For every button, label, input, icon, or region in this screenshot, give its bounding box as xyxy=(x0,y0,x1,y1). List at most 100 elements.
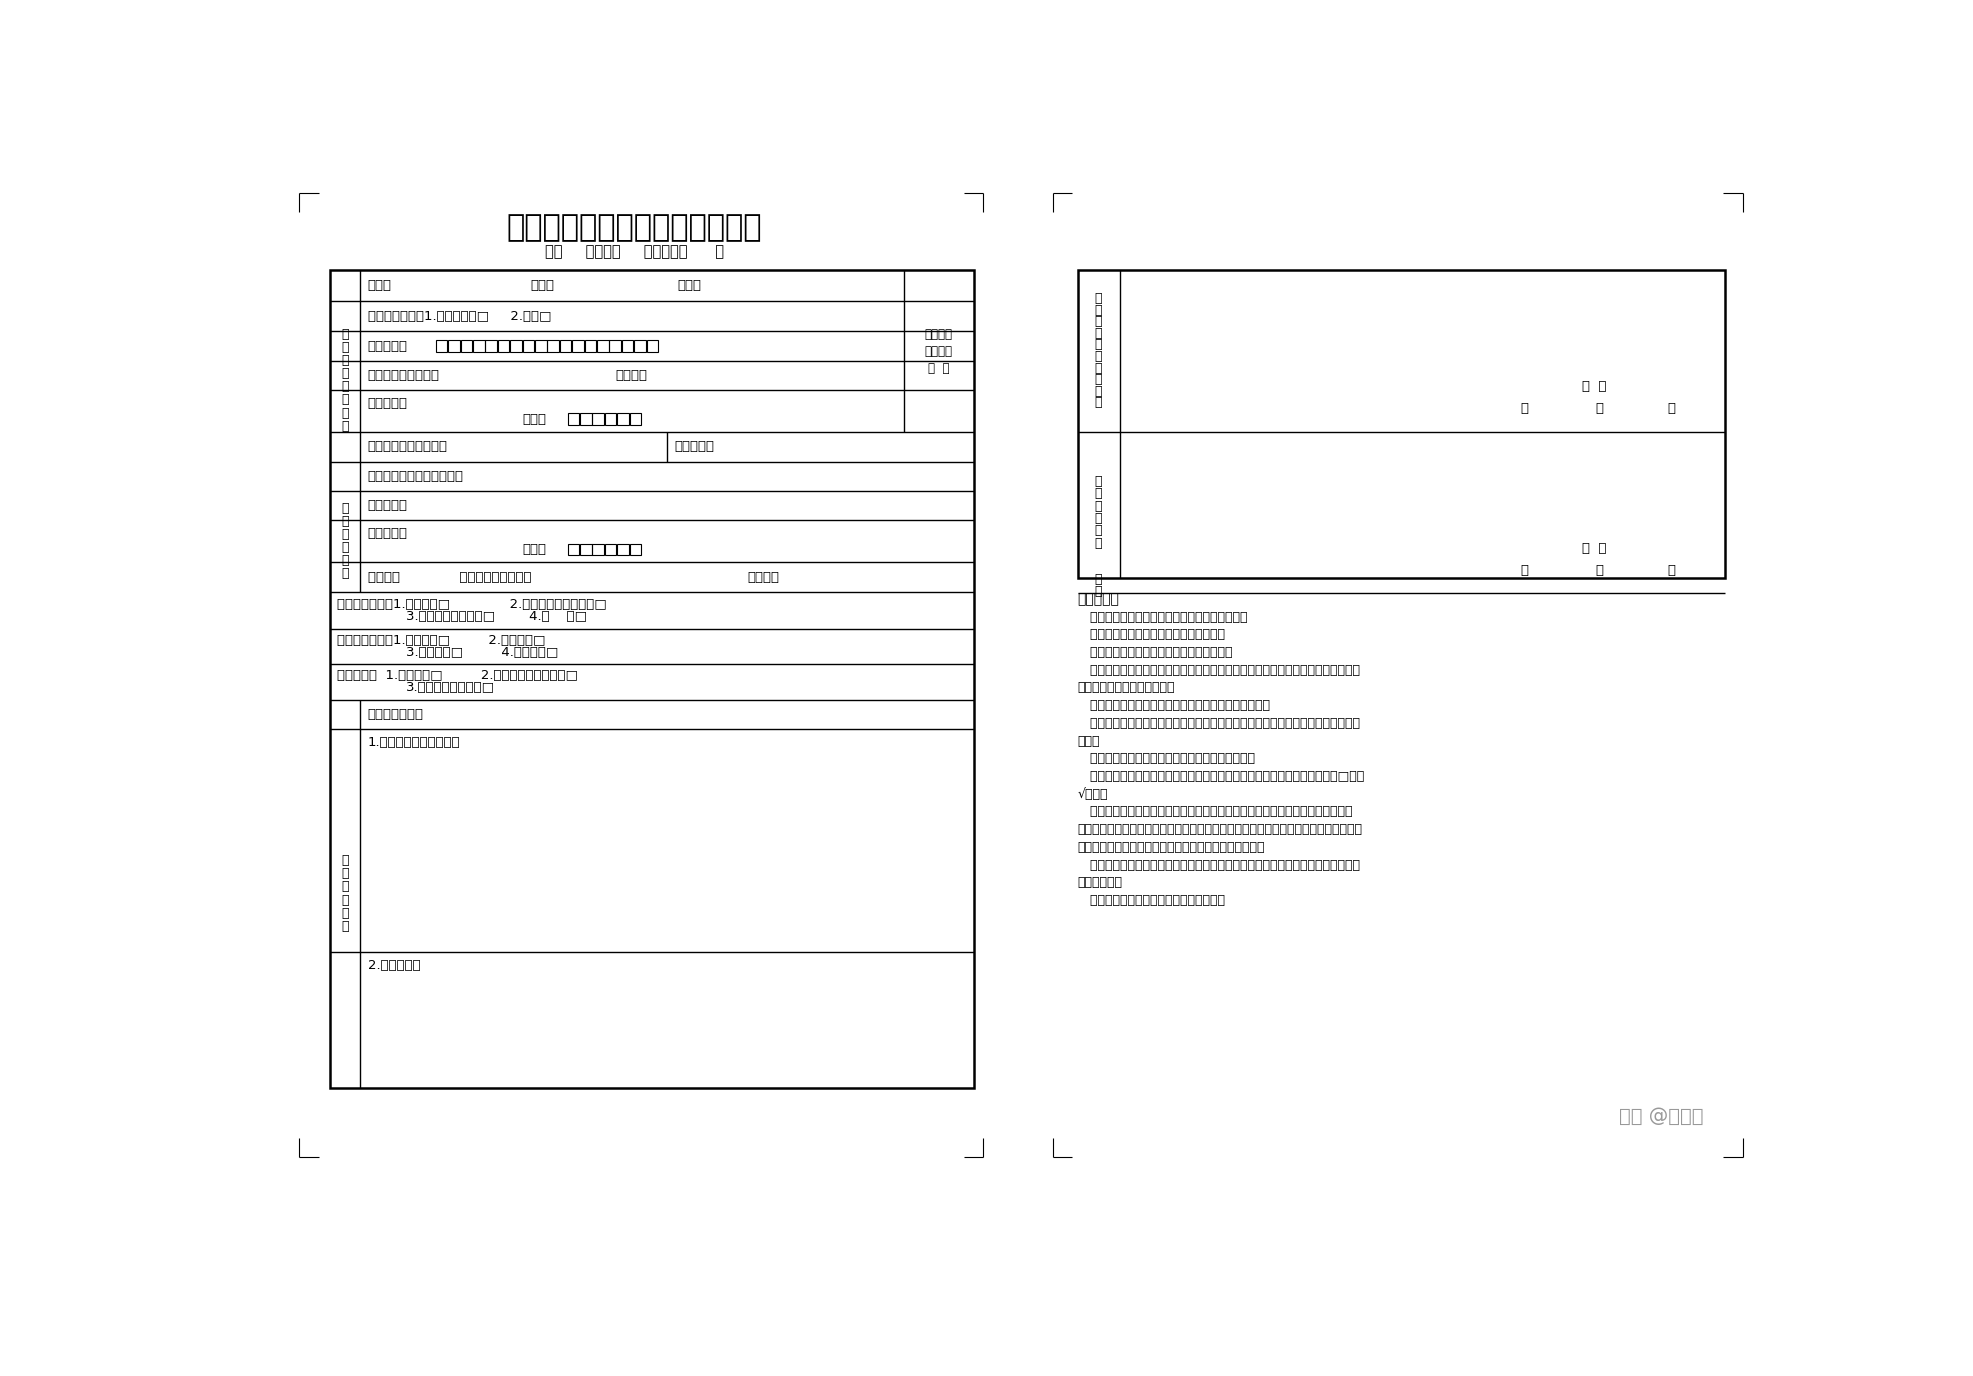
Text: 北京市工伤劳动能力鉴定申请表: 北京市工伤劳动能力鉴定申请表 xyxy=(507,213,762,242)
Text: 申请鉴定原因：1.工伤评残□              2.延长停工留薪期确认□: 申请鉴定原因：1.工伤评残□ 2.延长停工留薪期确认□ xyxy=(337,597,606,611)
Text: 定: 定 xyxy=(1095,327,1101,340)
Bar xyxy=(485,340,497,352)
Text: 印件；: 印件； xyxy=(1077,735,1099,747)
Text: 单: 单 xyxy=(1095,499,1101,513)
Text: 人: 人 xyxy=(1095,487,1101,501)
Bar xyxy=(610,340,621,352)
Text: 单: 单 xyxy=(341,528,349,541)
Bar xyxy=(604,544,616,555)
Text: 认定工伤决定书编号：: 认定工伤决定书编号： xyxy=(367,440,448,454)
Text: 申: 申 xyxy=(341,327,349,341)
Text: 免冠彩色: 免冠彩色 xyxy=(925,344,953,358)
Bar xyxy=(621,340,633,352)
Bar xyxy=(497,340,509,352)
Text: 月: 月 xyxy=(1594,564,1602,577)
Text: 照  片: 照 片 xyxy=(927,362,949,374)
Bar xyxy=(618,544,629,555)
Text: （一）北京市工伤劳动能力鉴定申请表；: （一）北京市工伤劳动能力鉴定申请表； xyxy=(1077,629,1223,641)
Bar xyxy=(568,544,578,555)
Text: 签  字: 签 字 xyxy=(1580,380,1606,394)
Text: 见: 见 xyxy=(1095,537,1101,549)
Text: 工伤证号：: 工伤证号： xyxy=(675,440,714,454)
Text: √选择。: √选择。 xyxy=(1077,787,1107,801)
Text: 近期一寸: 近期一寸 xyxy=(925,327,953,341)
Text: （固话）: （固话） xyxy=(748,571,779,583)
Bar xyxy=(604,413,616,425)
Text: 请: 请 xyxy=(341,341,349,354)
Text: 定: 定 xyxy=(341,367,349,380)
Text: 邮编：: 邮编： xyxy=(523,544,547,556)
Text: 注意事项：: 注意事项： xyxy=(1077,593,1119,607)
Text: 年龄：: 年龄： xyxy=(677,279,700,292)
Text: 年: 年 xyxy=(1519,564,1527,577)
Text: 联系人：              联系电话：（手机）: 联系人： 联系电话：（手机） xyxy=(367,571,531,583)
Bar xyxy=(436,340,448,352)
Text: 鉴: 鉴 xyxy=(1095,315,1101,329)
Bar xyxy=(474,340,485,352)
Text: 鉴: 鉴 xyxy=(341,354,349,367)
Bar xyxy=(584,340,596,352)
Text: 单位名称：: 单位名称： xyxy=(367,499,408,512)
Text: 五、填表请用钢笔或签字笔，字迹工整。: 五、填表请用钢笔或签字笔，字迹工整。 xyxy=(1077,894,1223,907)
Bar xyxy=(329,270,973,1087)
Bar xyxy=(547,340,558,352)
Bar xyxy=(568,413,578,425)
Text: 信: 信 xyxy=(341,555,349,567)
Text: 注: 注 xyxy=(1095,585,1101,599)
Text: 年: 年 xyxy=(1519,402,1527,416)
Text: 日: 日 xyxy=(1667,402,1675,416)
Text: 信: 信 xyxy=(341,406,349,420)
Text: 一、申请工伤劳动能力鉴定，应提交以下材料：: 一、申请工伤劳动能力鉴定，应提交以下材料： xyxy=(1077,611,1247,623)
Text: 事: 事 xyxy=(341,881,349,893)
Text: 联系电话：（手机）: 联系电话：（手机） xyxy=(367,369,440,381)
Text: 性别：: 性别： xyxy=(531,279,554,292)
Bar xyxy=(460,340,472,352)
Bar xyxy=(580,413,592,425)
Text: 员: 员 xyxy=(1095,350,1101,363)
Bar xyxy=(629,413,641,425)
Text: 联系地址：: 联系地址： xyxy=(367,527,408,539)
Text: 人: 人 xyxy=(1095,338,1101,351)
Text: 3.配置辅助器具确认□        4.其    它□: 3.配置辅助器具确认□ 4.其 它□ xyxy=(406,610,588,623)
Text: 意: 意 xyxy=(1095,385,1101,398)
Text: 人: 人 xyxy=(1095,373,1101,387)
Text: 请: 请 xyxy=(1095,304,1101,316)
Bar xyxy=(629,544,641,555)
Text: 联系地址：: 联系地址： xyxy=(367,396,408,410)
Bar xyxy=(592,413,604,425)
Bar xyxy=(535,340,547,352)
Text: 2.目前状况：: 2.目前状况： xyxy=(367,959,420,973)
Text: 检验报告等完整的病历材料；: 检验报告等完整的病历材料； xyxy=(1077,681,1174,695)
Text: （固话）: （固话） xyxy=(616,369,647,381)
Text: 盖  章: 盖 章 xyxy=(1580,542,1606,555)
Text: 月: 月 xyxy=(1594,402,1602,416)
Text: 邮编：: 邮编： xyxy=(523,413,547,425)
Text: （五）申请再次鉴定的，还需提交劳动能力初次（或者复查）鉴定结论的原件和复: （五）申请再次鉴定的，还需提交劳动能力初次（或者复查）鉴定结论的原件和复 xyxy=(1077,717,1359,729)
Text: 1.受伤及诊治过程简述：: 1.受伤及诊治过程简述： xyxy=(367,736,460,749)
Text: 确: 确 xyxy=(341,907,349,919)
Text: 位: 位 xyxy=(341,541,349,555)
Bar xyxy=(647,340,657,352)
Text: 申: 申 xyxy=(341,854,349,867)
Text: 受伤害部位或职业病名称：: 受伤害部位或职业病名称： xyxy=(367,469,464,483)
Text: 申: 申 xyxy=(1095,292,1101,305)
Text: 知乎 @杨律师: 知乎 @杨律师 xyxy=(1618,1108,1703,1127)
Text: 签名人与申请鉴定人本人的亲属关系，并提供关系证明。: 签名人与申请鉴定人本人的亲属关系，并提供关系证明。 xyxy=(1077,841,1265,854)
Bar xyxy=(448,340,460,352)
Text: 申请主体：  1.用人单位□         2.工伤职工或其近亲属□: 申请主体： 1.用人单位□ 2.工伤职工或其近亲属□ xyxy=(337,669,578,682)
Text: 见: 见 xyxy=(1095,396,1101,409)
Text: 意: 意 xyxy=(1095,524,1101,538)
Text: （六）劳动能力鉴定委员会要求提供的其他材料。: （六）劳动能力鉴定委员会要求提供的其他材料。 xyxy=(1077,753,1255,765)
Text: 身份证件类型：1.居民身份证□     2.其它□: 身份证件类型：1.居民身份证□ 2.其它□ xyxy=(367,310,550,322)
Text: 市（     区县）（     年）劳鉴第      号: 市（ 区县）（ 年）劳鉴第 号 xyxy=(545,245,724,260)
Bar xyxy=(633,340,645,352)
Text: 诊治医疗机构：: 诊治医疗机构： xyxy=(367,707,424,721)
Bar xyxy=(560,340,572,352)
Bar xyxy=(523,340,535,352)
Text: 人: 人 xyxy=(341,380,349,394)
Text: 位: 位 xyxy=(1095,512,1101,526)
Text: 3.社会保险经办机构□: 3.社会保险经办机构□ xyxy=(406,681,495,695)
Text: 二、身份证件类型、申请鉴定原因、申请鉴定类型、申请主体等栏目，请在□内打: 二、身份证件类型、申请鉴定原因、申请鉴定类型、申请主体等栏目，请在□内打 xyxy=(1077,771,1363,783)
Text: 姓名：: 姓名： xyxy=(367,279,391,292)
Text: 认: 认 xyxy=(341,919,349,933)
